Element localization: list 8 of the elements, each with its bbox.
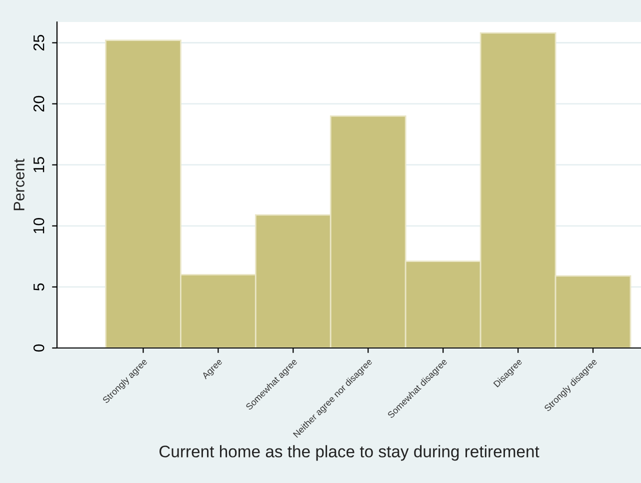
y-tick-label: 5: [34, 283, 44, 291]
y-tick-label: 15: [34, 156, 44, 172]
y-tick-label: 0: [33, 344, 44, 352]
x-axis-title: Current home as the place to stay during retirement: [159, 445, 540, 461]
y-tick-label: 10: [33, 218, 44, 234]
y-tick-label: 20: [33, 96, 44, 112]
y-tick-label: 25: [33, 34, 44, 50]
y-axis-title: Percent: [14, 158, 24, 210]
